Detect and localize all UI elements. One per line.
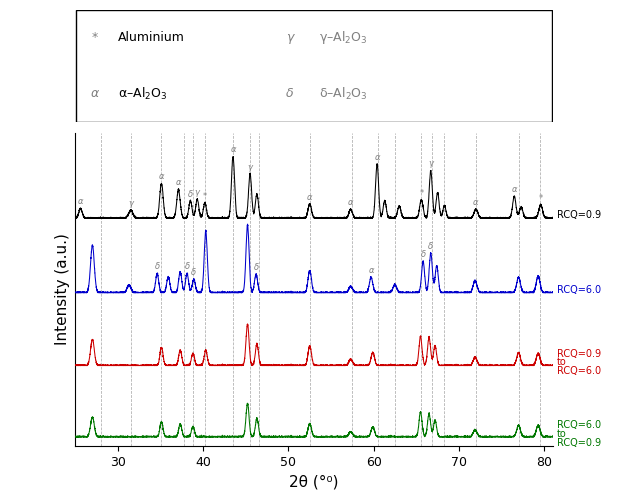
Text: α: α — [159, 172, 164, 181]
Text: γ–Al$_2$O$_3$: γ–Al$_2$O$_3$ — [319, 29, 367, 47]
Text: RCQ=0.9: RCQ=0.9 — [557, 210, 601, 220]
Text: α: α — [176, 179, 181, 187]
Text: γ: γ — [128, 199, 133, 208]
Text: δ: δ — [286, 87, 294, 101]
Text: α: α — [348, 198, 354, 207]
Text: α: α — [374, 153, 380, 162]
Text: δ: δ — [421, 250, 426, 259]
Text: *: * — [539, 193, 543, 203]
Text: α: α — [473, 198, 479, 207]
Text: RCQ=6.0: RCQ=6.0 — [557, 285, 601, 295]
Text: α: α — [512, 186, 517, 194]
Text: δ: δ — [188, 189, 193, 198]
Text: δ: δ — [192, 268, 197, 277]
Text: α: α — [90, 87, 99, 101]
Text: δ: δ — [185, 262, 190, 271]
Text: δ: δ — [154, 262, 160, 271]
Text: α: α — [78, 197, 84, 206]
Text: RCQ=0.9: RCQ=0.9 — [557, 437, 601, 447]
Text: RCQ=0.9: RCQ=0.9 — [557, 349, 601, 359]
Text: γ: γ — [247, 163, 252, 172]
Text: γ: γ — [286, 31, 294, 45]
Text: δ: δ — [428, 242, 433, 251]
Text: RCQ=6.0: RCQ=6.0 — [557, 366, 601, 376]
Y-axis label: Intensity (a.u.): Intensity (a.u.) — [55, 234, 70, 345]
Text: α: α — [230, 145, 236, 154]
Text: γ: γ — [195, 188, 200, 197]
Text: to: to — [557, 429, 566, 439]
Text: *: * — [420, 188, 423, 197]
X-axis label: 2θ (°⁰): 2θ (°⁰) — [290, 475, 338, 490]
Text: δ–Al$_2$O$_3$: δ–Al$_2$O$_3$ — [319, 86, 367, 102]
Text: *: * — [91, 31, 97, 45]
Text: *: * — [203, 192, 207, 201]
FancyBboxPatch shape — [76, 10, 552, 122]
Text: α–Al$_2$O$_3$: α–Al$_2$O$_3$ — [118, 86, 168, 102]
Text: α: α — [307, 193, 313, 202]
Text: RCQ=6.0: RCQ=6.0 — [557, 420, 601, 430]
Text: γ: γ — [428, 159, 433, 169]
Text: to: to — [557, 358, 566, 368]
Text: Aluminium: Aluminium — [118, 31, 185, 45]
Text: δ: δ — [254, 263, 259, 272]
Text: α: α — [369, 266, 374, 275]
